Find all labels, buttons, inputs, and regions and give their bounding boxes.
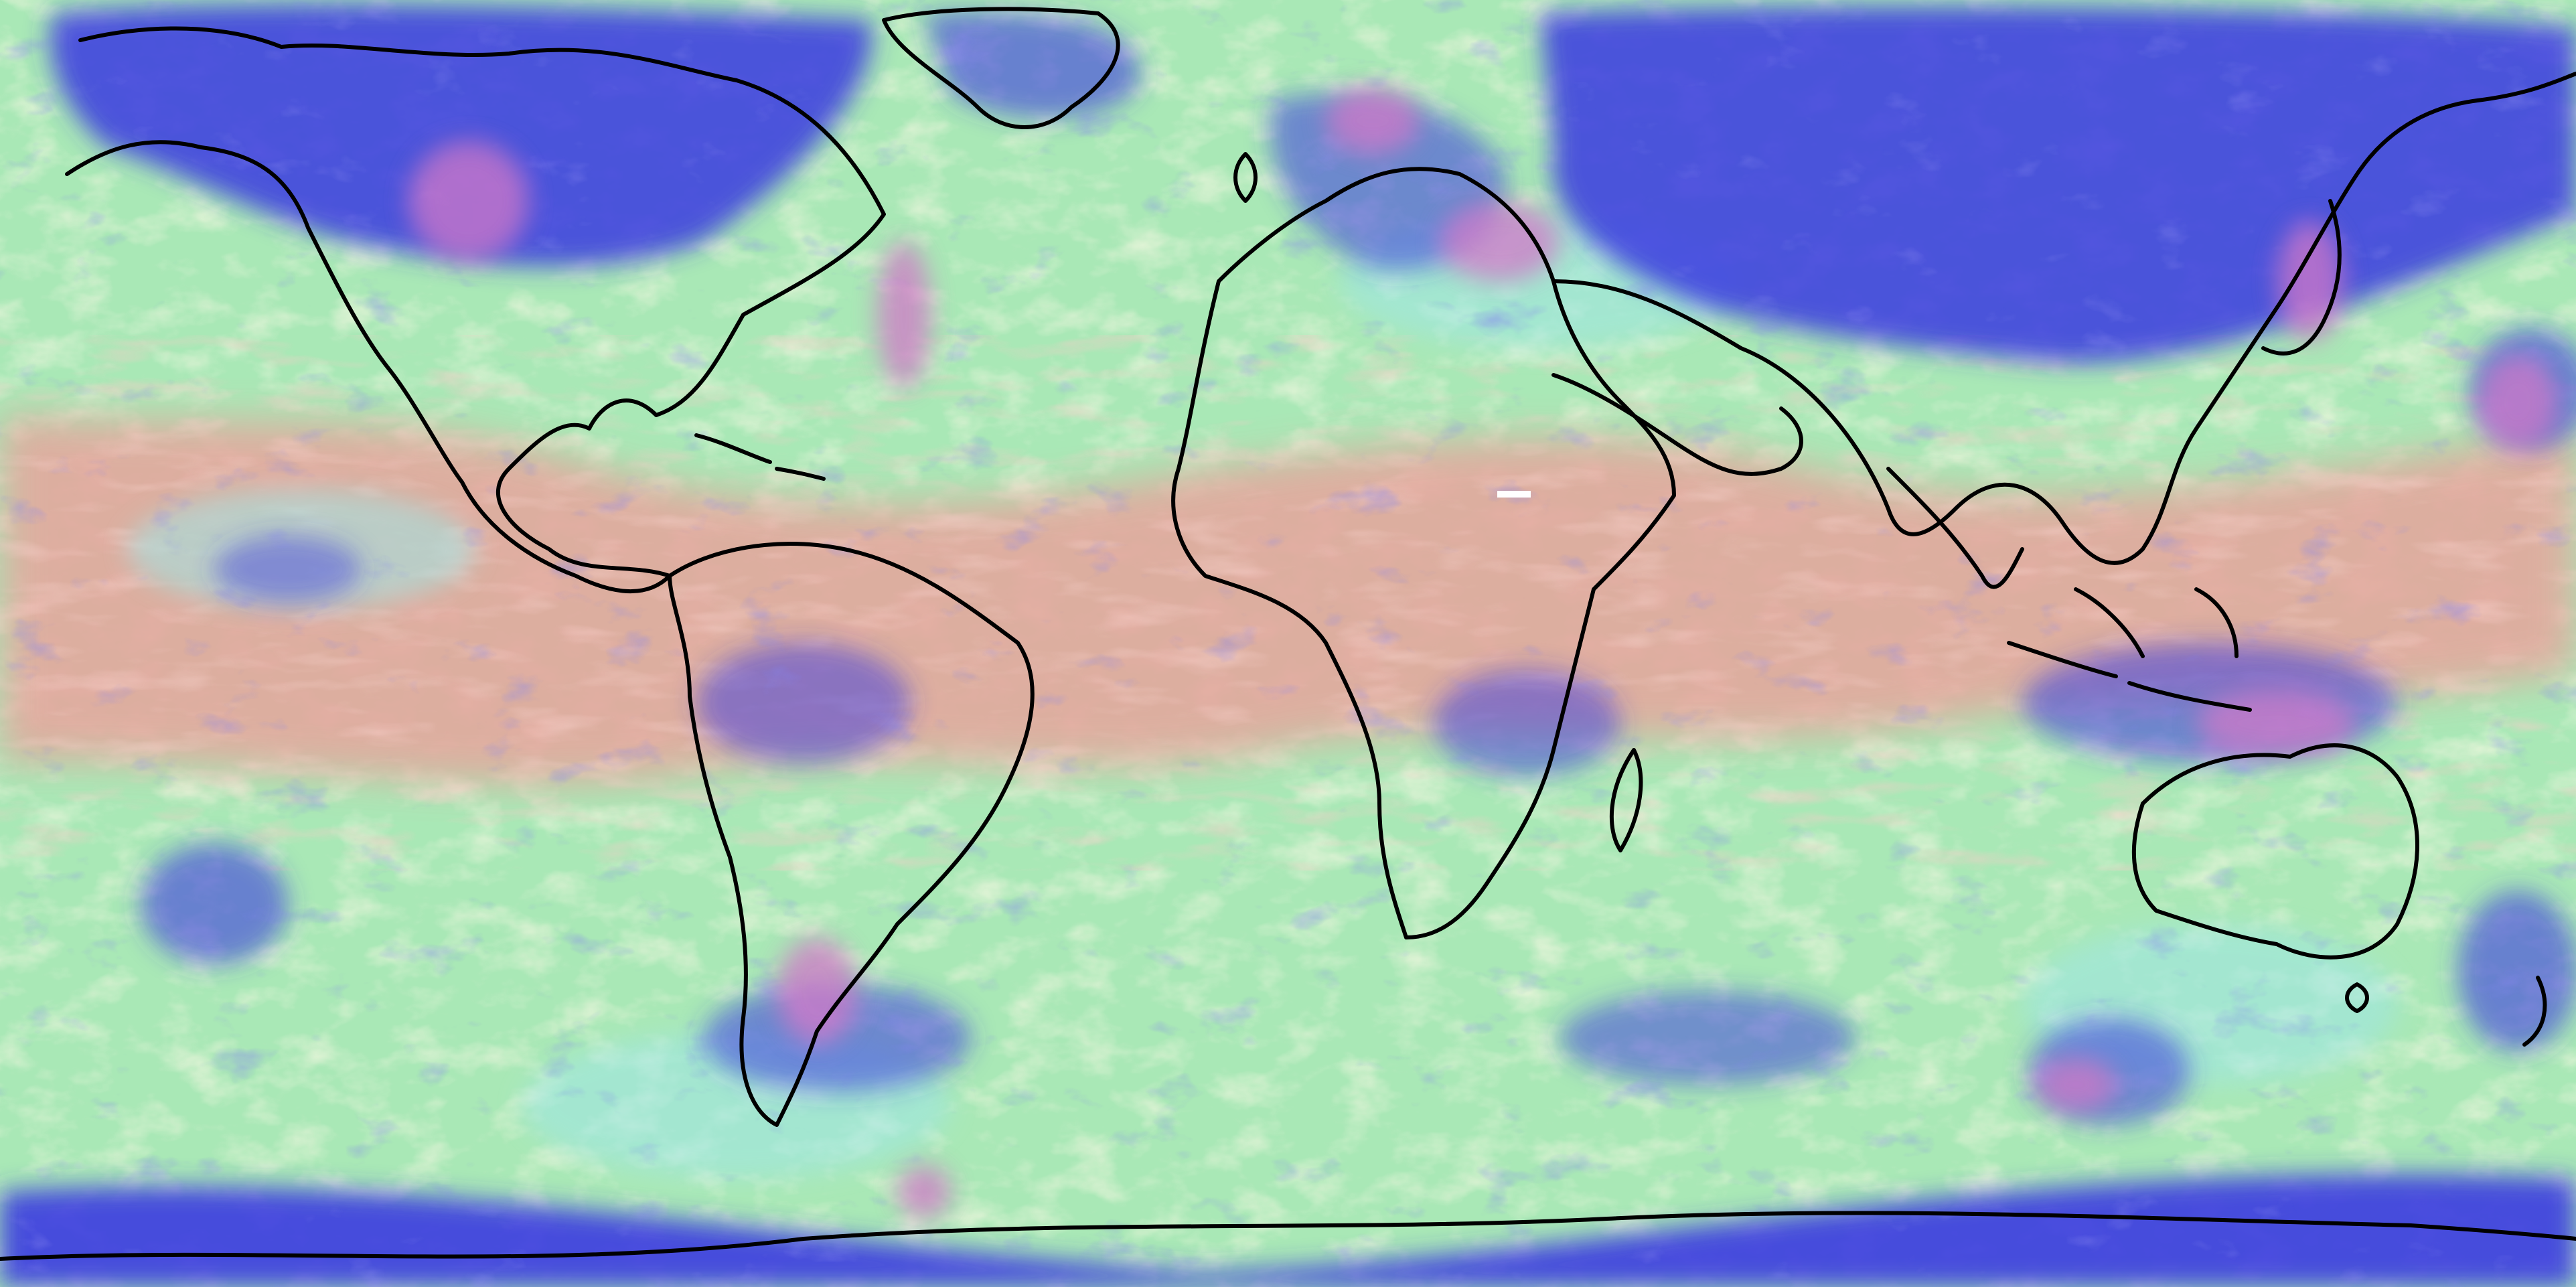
coastline-greenland: [882, 7, 1120, 129]
coastline-south-america: [668, 542, 1035, 1127]
white-artifact: [1497, 491, 1531, 498]
coastline-new-zealand: [2522, 976, 2547, 1047]
coastline-tasmania: [2345, 982, 2369, 1013]
coastline-north-america: [65, 26, 886, 593]
coastline-caribbean: [694, 433, 826, 481]
coastline-japan: [2261, 199, 2342, 356]
coastline-india: [1886, 467, 2024, 589]
coastline-madagascar: [1609, 748, 1643, 852]
coastline-australia: [2131, 743, 2419, 960]
coastline-antarctica: [0, 1211, 2576, 1261]
coastline-asia: [1551, 72, 2576, 565]
coastline-arabia: [1551, 373, 1803, 476]
coastline-indonesia: [2007, 587, 2252, 712]
coastline-europe-africa: [1171, 167, 1676, 939]
coastlines: [0, 7, 2576, 1261]
coastline-uk: [1233, 152, 1258, 203]
